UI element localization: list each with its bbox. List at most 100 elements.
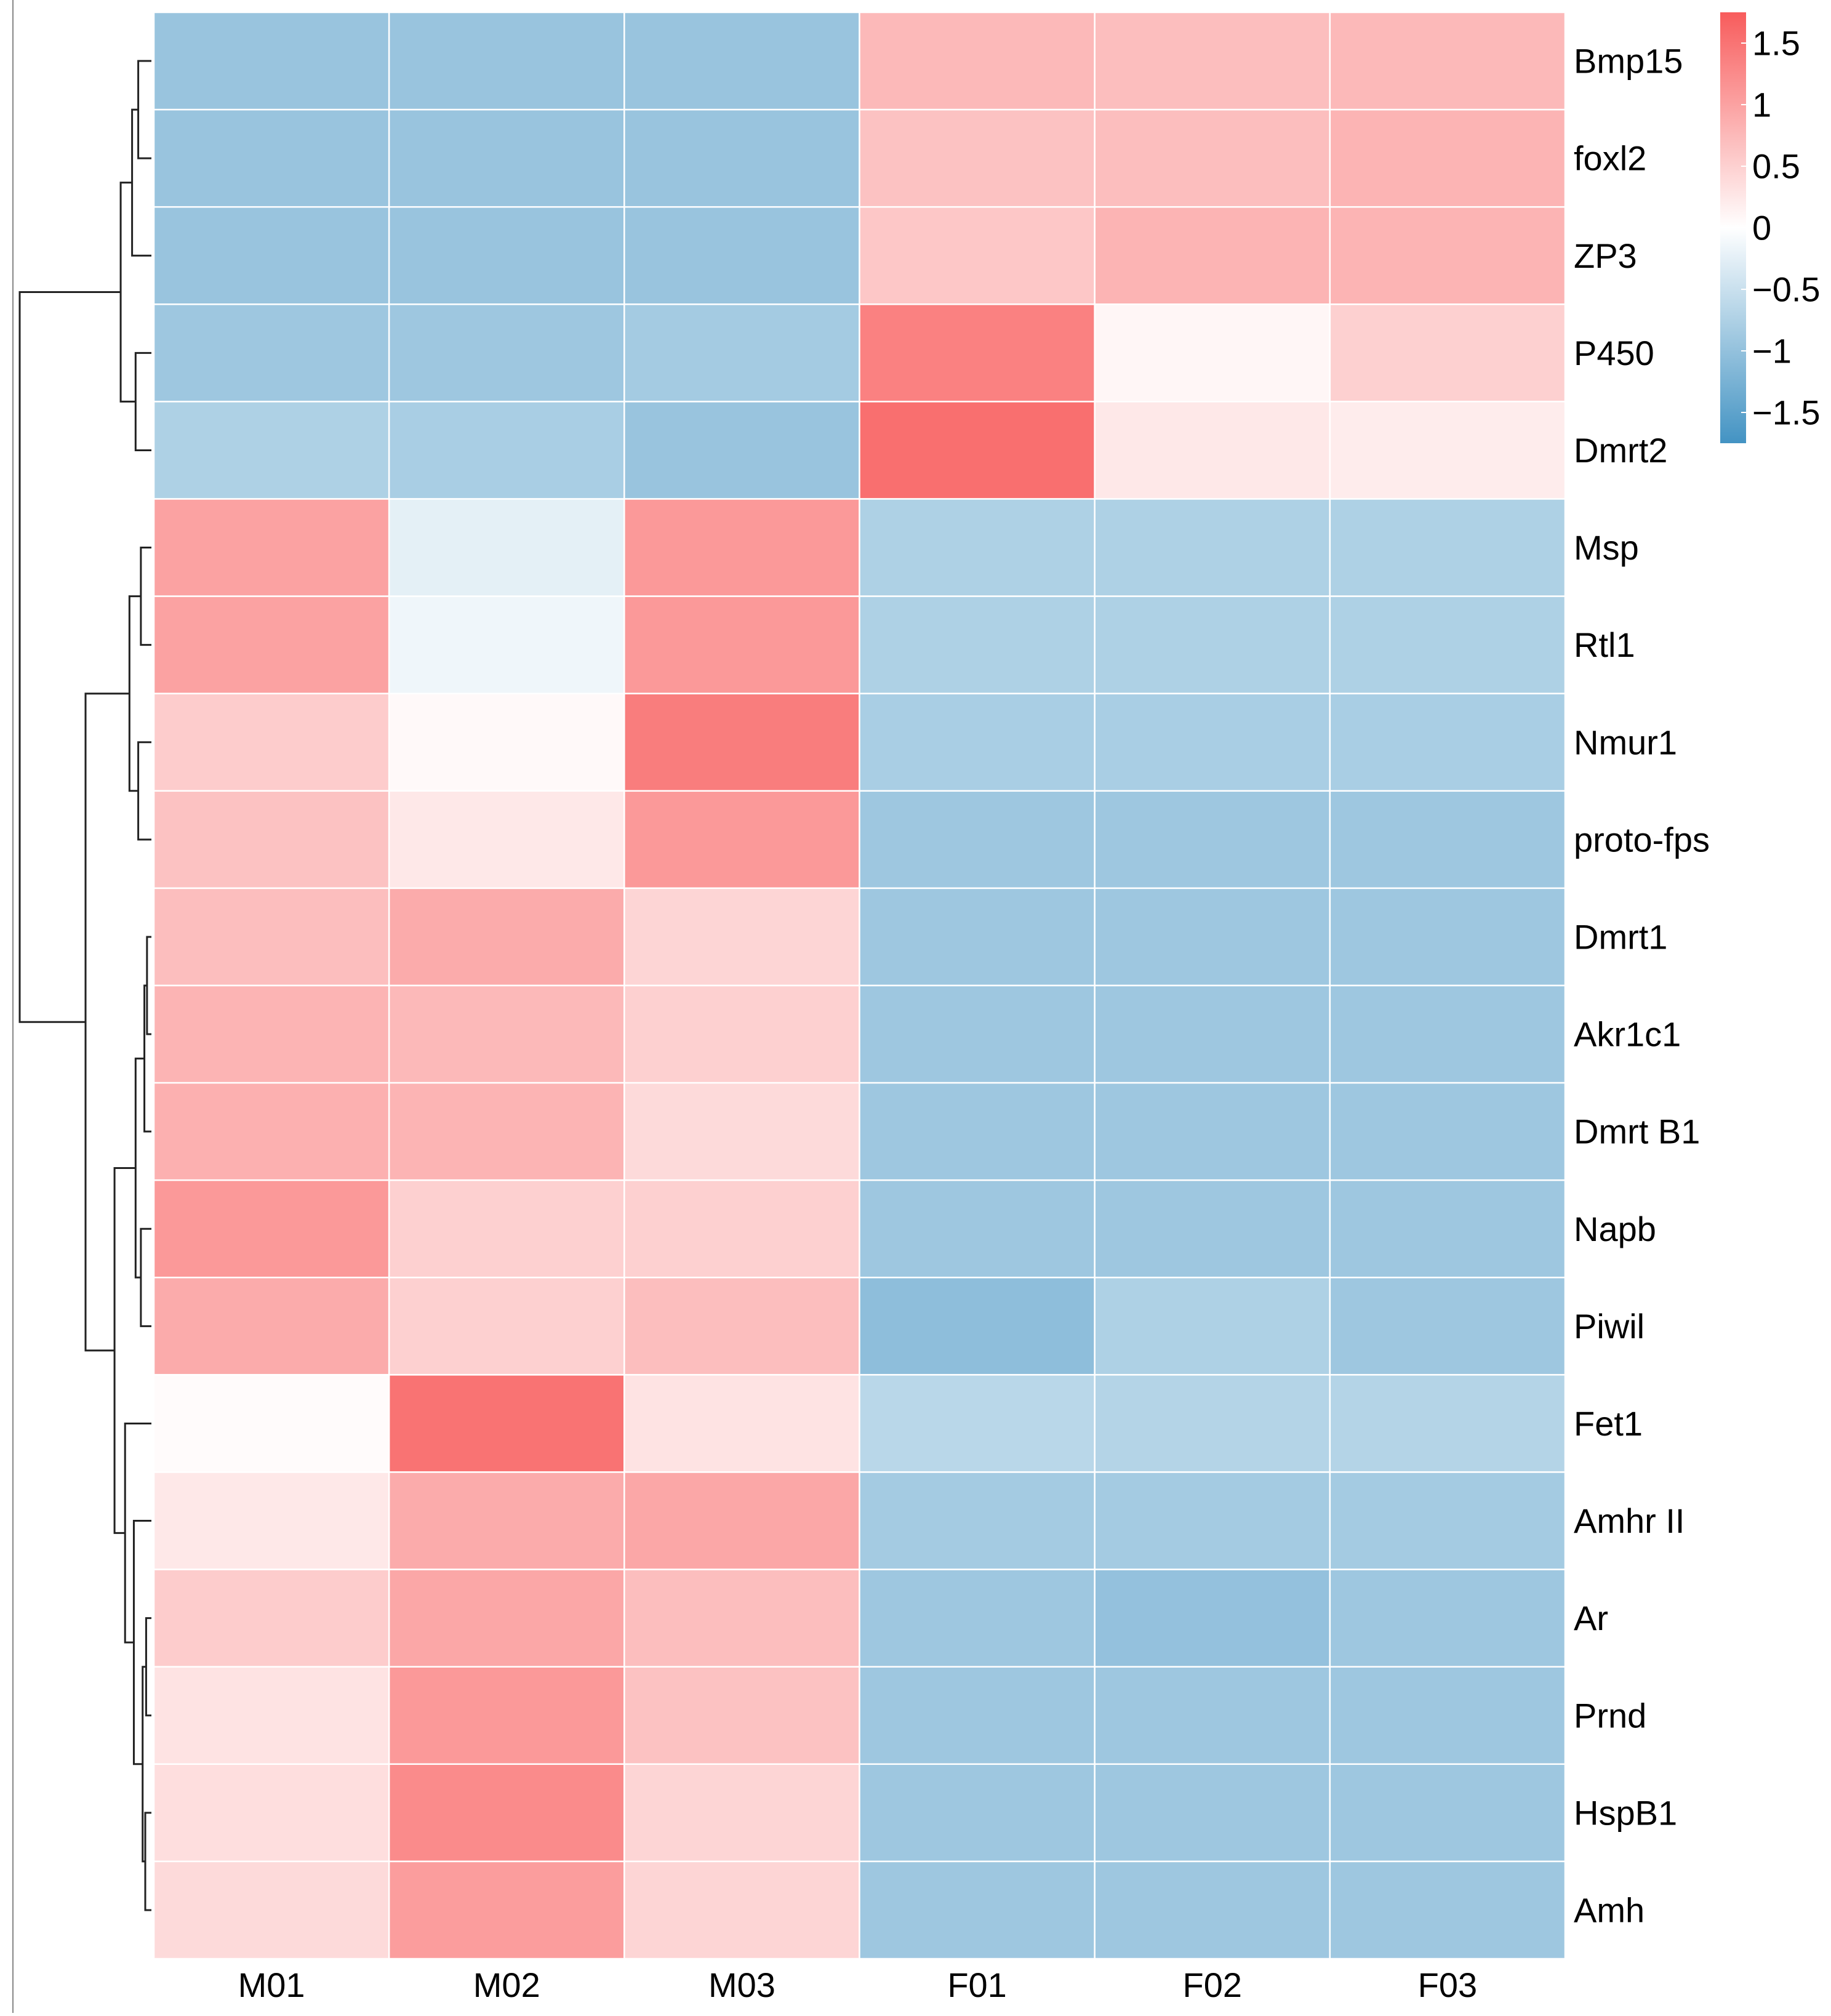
heatmap-cell bbox=[859, 1860, 1096, 1960]
heatmap-cell bbox=[1094, 206, 1331, 305]
heatmap-cell bbox=[153, 303, 390, 403]
heatmap-cell bbox=[1094, 1860, 1331, 1960]
heatmap-cell bbox=[153, 1277, 390, 1376]
heatmap-cell bbox=[1329, 887, 1566, 987]
heatmap-cell bbox=[859, 303, 1096, 403]
heatmap-cell bbox=[153, 693, 390, 792]
heatmap-cell bbox=[1329, 984, 1566, 1084]
heatmap-cell bbox=[623, 1763, 860, 1863]
row-label: Piwil bbox=[1574, 1307, 1645, 1346]
column-label: F02 bbox=[1183, 1966, 1243, 2004]
row-label: foxl2 bbox=[1574, 139, 1646, 178]
heatmap-cell bbox=[623, 693, 860, 792]
heatmap-cell bbox=[153, 595, 390, 694]
dendrogram-branch bbox=[145, 1617, 151, 1717]
heatmap-cell bbox=[388, 984, 625, 1084]
heatmap-cell bbox=[388, 1471, 625, 1570]
heatmap-cell bbox=[1094, 1568, 1331, 1668]
heatmap-cell bbox=[1329, 401, 1566, 500]
heatmap-cell bbox=[388, 1666, 625, 1765]
heatmap-cell bbox=[623, 1082, 860, 1181]
heatmap-cell bbox=[1329, 1374, 1566, 1473]
row-label: Amh bbox=[1574, 1890, 1645, 1929]
heatmap-cell bbox=[1094, 11, 1331, 111]
heatmap-cell bbox=[1329, 1568, 1566, 1668]
heatmap-cell bbox=[623, 206, 860, 305]
heatmap-cell bbox=[623, 11, 860, 111]
heatmap-cell bbox=[1329, 1277, 1566, 1376]
row-label: Dmrt1 bbox=[1574, 917, 1667, 956]
heatmap-cell bbox=[153, 1374, 390, 1473]
heatmap-cell bbox=[623, 1860, 860, 1960]
heatmap-cell bbox=[153, 1860, 390, 1960]
heatmap-cell bbox=[623, 1374, 860, 1473]
heatmap-cell bbox=[153, 1179, 390, 1279]
row-label: Amhr II bbox=[1574, 1501, 1685, 1540]
heatmap-cell bbox=[153, 206, 390, 305]
heatmap-cell bbox=[153, 1666, 390, 1765]
heatmap-cell bbox=[153, 1568, 390, 1668]
color-legend: 1.5 1 0.5 0 −0.5 −1 −1.5 bbox=[1720, 12, 1821, 443]
heatmap-cell bbox=[153, 1763, 390, 1863]
heatmap-cell bbox=[1094, 1082, 1331, 1181]
row-label: Fet1 bbox=[1574, 1404, 1643, 1443]
dendrogram-branch bbox=[143, 984, 151, 1133]
heatmap-cell bbox=[1094, 1374, 1331, 1473]
legend-tick-label: 1 bbox=[1752, 86, 1771, 124]
heatmap-cell bbox=[153, 887, 390, 987]
dendrogram-branch bbox=[84, 693, 130, 1352]
legend-tick-label: −0.5 bbox=[1752, 270, 1821, 309]
heatmap-cell bbox=[1329, 498, 1566, 597]
heatmap-cell bbox=[1094, 1471, 1331, 1570]
heatmap-cell bbox=[1094, 401, 1331, 500]
legend-tick-label: 0 bbox=[1752, 209, 1771, 247]
dendrogram-branch bbox=[119, 182, 136, 403]
heatmap-cell bbox=[1329, 790, 1566, 890]
heatmap-cell bbox=[388, 206, 625, 305]
heatmap-cell bbox=[623, 1568, 860, 1668]
row-label: Nmur1 bbox=[1574, 723, 1677, 761]
heatmap-cell bbox=[623, 498, 860, 597]
heatmap-cell bbox=[859, 1568, 1096, 1668]
heatmap-cell bbox=[1094, 1179, 1331, 1279]
heatmap-cell bbox=[388, 1860, 625, 1960]
heatmap-cell bbox=[623, 1471, 860, 1570]
dendrogram-branch bbox=[137, 60, 151, 159]
heatmap-cell bbox=[153, 1082, 390, 1181]
heatmap-cell bbox=[388, 1179, 625, 1279]
heatmap-cell bbox=[153, 790, 390, 890]
heatmap-cell bbox=[1329, 693, 1566, 792]
row-label: proto-fps bbox=[1574, 820, 1710, 859]
heatmap-cell bbox=[388, 303, 625, 403]
dendrogram-branch bbox=[140, 1227, 151, 1327]
heatmap-cell bbox=[1094, 887, 1331, 987]
heatmap-cell bbox=[153, 108, 390, 208]
dendrogram-branch bbox=[146, 936, 151, 1035]
heatmap-cell bbox=[1094, 693, 1331, 792]
heatmap-cell bbox=[1094, 1277, 1331, 1376]
heatmap-cell bbox=[388, 693, 625, 792]
heatmap-cell bbox=[388, 595, 625, 694]
heatmap-cell bbox=[1329, 206, 1566, 305]
legend-tick-label: −1.5 bbox=[1752, 393, 1821, 432]
heatmap-cell bbox=[1329, 1763, 1566, 1863]
row-label: Bmp15 bbox=[1574, 42, 1683, 81]
heatmap-cell bbox=[1094, 595, 1331, 694]
heatmap-cell bbox=[1094, 498, 1331, 597]
heatmap-cell bbox=[388, 1374, 625, 1473]
row-label: Dmrt B1 bbox=[1574, 1112, 1700, 1151]
row-label: Rtl1 bbox=[1574, 625, 1635, 664]
column-labels: M01 M02 M03 F01 F02 F03 bbox=[238, 1966, 1478, 2004]
legend-tick-label: 0.5 bbox=[1752, 147, 1800, 186]
row-label: Akr1c1 bbox=[1574, 1015, 1681, 1054]
heatmap-cells bbox=[153, 11, 1566, 1960]
heatmap-cell bbox=[859, 595, 1096, 694]
legend-tick-label: −1 bbox=[1752, 332, 1792, 371]
heatmap-cell bbox=[388, 11, 625, 111]
heatmap-cell bbox=[859, 1277, 1096, 1376]
heatmap-cell bbox=[623, 595, 860, 694]
heatmap-cell bbox=[388, 1082, 625, 1181]
heatmap-cell bbox=[859, 108, 1096, 208]
row-label: HspB1 bbox=[1574, 1793, 1677, 1832]
